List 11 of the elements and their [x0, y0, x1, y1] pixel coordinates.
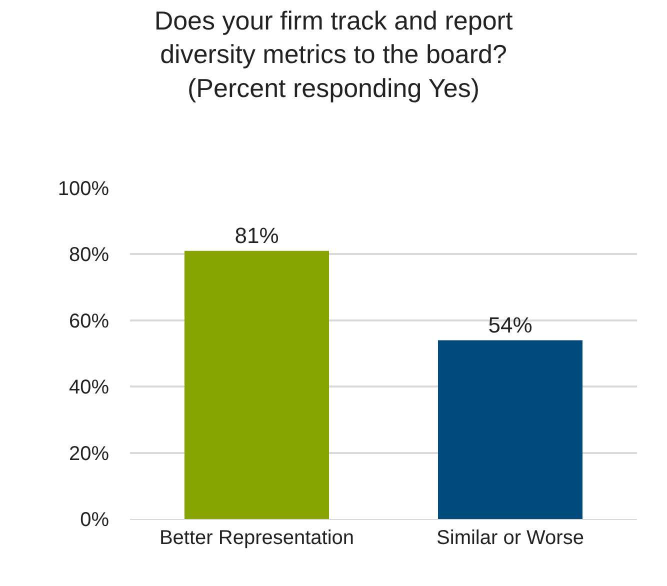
y-tick-label: 60%: [68, 310, 110, 332]
y-tick-label: 100%: [58, 178, 110, 200]
y-tick-label: 20%: [68, 442, 110, 465]
chart-title: Does your firm track and report diversity metrics to the board? (Percent responding Yes): [154, 5, 514, 103]
data-label: 81%: [234, 222, 279, 248]
y-tick-label: 80%: [68, 244, 110, 266]
y-tick-label: 0%: [80, 509, 110, 531]
y-tick-label: 40%: [68, 376, 110, 399]
x-tick-label: Similar or Worse: [436, 527, 584, 549]
x-tick-label: Better Representation: [159, 527, 354, 549]
data-label: 54%: [488, 312, 532, 338]
